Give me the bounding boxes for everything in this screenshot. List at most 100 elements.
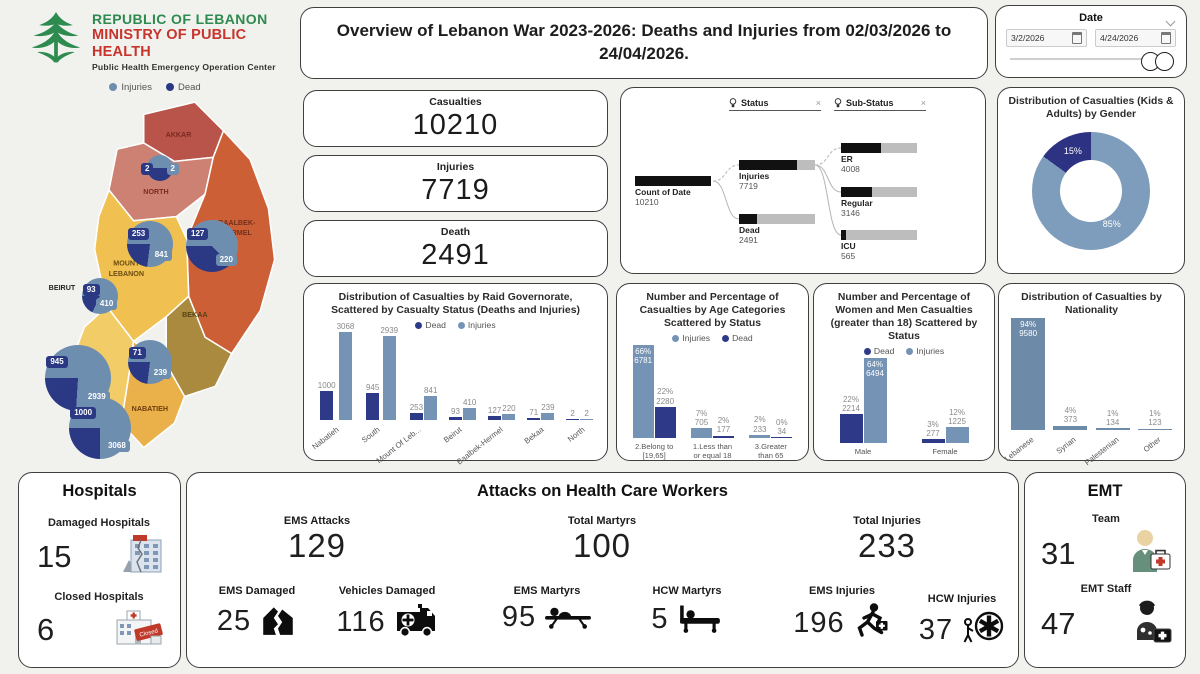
bar-Dead-3[interactable] <box>448 417 462 420</box>
bar-Dead-2[interactable] <box>771 437 793 438</box>
x-axis-label: 3.Greater than 65 <box>754 442 787 461</box>
total-injuries-label: Total Injuries <box>853 515 921 527</box>
map-pie-bekaa[interactable]: 71 239 <box>128 340 172 384</box>
map-pie-baalbek-hermel[interactable]: 127 220 <box>186 220 238 272</box>
injuries-value-chip: 841 <box>150 249 173 262</box>
x-axis-label: Other <box>1141 435 1163 455</box>
map-pie-nabatieh[interactable]: 1000 3068 <box>69 397 131 459</box>
chart-title: Number and Percentage of Women and Men C… <box>830 292 978 342</box>
date-range-slider[interactable] <box>1010 58 1142 60</box>
bar-Casualties-1[interactable] <box>1053 425 1088 430</box>
bar-Injuries-0[interactable]: 64% 6494 <box>863 358 887 443</box>
bar-Injuries-1[interactable] <box>382 335 396 420</box>
kpi-death: Death 2491 <box>303 220 608 277</box>
legend-item: Injuries <box>672 333 710 343</box>
ministry-logo: REPUBLIC OF LEBANON MINISTRY OF PUBLIC H… <box>28 6 293 78</box>
date-start-input[interactable]: 3/2/2026 <box>1006 29 1087 47</box>
x-axis-label: South <box>359 425 382 445</box>
gender-donut[interactable] <box>1032 132 1150 250</box>
nationality-chart: 94% 9580 4% 373 1% 134 1% 123 Lebanese Syrian… <box>999 318 1184 468</box>
lightbulb-icon <box>834 98 842 108</box>
bar-Dead-6[interactable] <box>566 419 580 420</box>
age-categories-chart: 66% 6781 22% 2280 7% 705 2% 177 2% 233 0% 34 2… <box>617 345 808 460</box>
bar-Injuries-2[interactable] <box>749 434 771 438</box>
bar-Injuries-4[interactable] <box>502 413 516 420</box>
emt-staff-value: 47 <box>1041 605 1076 641</box>
bar-Dead-1[interactable] <box>366 392 380 420</box>
vehicles-damaged-value: 116 <box>336 606 386 638</box>
bar-Injuries-5[interactable] <box>541 413 555 420</box>
x-axis-label: Female <box>932 447 958 456</box>
bar-label: 2 <box>570 408 575 418</box>
map-svg: AKKAR NORTH BAALBEK- HERMEL MOUNT LEBANON BEKA… <box>49 101 276 451</box>
dead-dot-icon <box>165 83 174 91</box>
kpi-value: 2491 <box>421 238 490 271</box>
bar-label: 2 <box>584 408 589 418</box>
women-men-chart-card: Number and Percentage of Women and Men C… <box>813 283 995 461</box>
hcw-injuries-value: 37 <box>918 614 954 646</box>
lebanon-map: AKKAR NORTH BAALBEK- HERMEL MOUNT LEBANON BEKA… <box>22 96 290 464</box>
calendar-icon[interactable] <box>1161 32 1171 44</box>
tree-node-root[interactable]: Count of Date 10210 <box>635 176 711 208</box>
kpi-label: Injuries <box>436 160 475 173</box>
bar-Injuries-6[interactable] <box>580 419 594 420</box>
map-pie-south[interactable]: 945 2939 <box>45 345 111 411</box>
bar-label: 71 <box>529 407 539 417</box>
gender-donut-card: Distribution of Casualties (Kids & Adult… <box>997 87 1185 274</box>
bar-Casualties-0[interactable]: 94% 9580 <box>1011 318 1046 430</box>
bar-Injuries-3[interactable] <box>463 408 477 420</box>
bar-Dead-4[interactable] <box>488 416 502 420</box>
tree-node-er[interactable]: ER 4008 <box>841 143 917 175</box>
hospitals-card: Hospitals Damaged Hospitals 15 <box>18 472 181 668</box>
bar-label: 127 <box>487 406 502 416</box>
dead-value-chip: 1000 <box>70 406 97 419</box>
bar-label: 7% 705 <box>694 408 709 428</box>
chart-title: Distribution of Casualties by Raid Gover… <box>331 292 580 316</box>
bar-Dead-1[interactable] <box>712 435 734 438</box>
tree-node-icu[interactable]: ICU 565 <box>841 230 917 262</box>
chart-legend: Dead Injuries <box>304 318 607 332</box>
emt-team-icon <box>1125 527 1175 580</box>
bar-Injuries-0[interactable] <box>338 332 352 420</box>
map-pie-mount-lebanon[interactable]: 253 841 <box>127 221 173 267</box>
hospital-bed-icon <box>677 601 723 638</box>
tree-node-regular[interactable]: Regular 3146 <box>841 187 917 219</box>
chart-title: Distribution of Casualties (Kids & Adult… <box>1008 96 1174 120</box>
close-icon[interactable]: × <box>815 98 821 108</box>
bar-Casualties-3[interactable] <box>1137 428 1172 430</box>
bar-Dead-1[interactable] <box>921 439 945 443</box>
slider-handle-end[interactable] <box>1155 52 1174 71</box>
bar-label: 4% 373 <box>1063 406 1078 425</box>
bar-label: 2% 233 <box>753 415 767 434</box>
dead-value-chip: 93 <box>82 283 100 296</box>
injuries-value-chip: 410 <box>95 297 118 310</box>
bar-Dead-5[interactable] <box>527 417 541 420</box>
map-region-bekaa[interactable] <box>165 295 233 398</box>
bar-Injuries-1[interactable] <box>690 428 712 438</box>
tree-node-injuries[interactable]: Injuries 7719 <box>739 160 815 192</box>
bar-Casualties-2[interactable] <box>1095 428 1130 430</box>
bar-Injuries-0[interactable]: 66% 6781 <box>632 345 654 438</box>
close-icon[interactable]: × <box>920 98 926 108</box>
date-end-input[interactable]: 4/24/2026 <box>1095 29 1176 47</box>
closed-hospitals-value: 6 <box>37 611 55 647</box>
emt-staff-label: EMT Staff <box>1080 583 1132 595</box>
bar-Dead-0[interactable] <box>839 414 863 443</box>
bar-label: 22% 2214 <box>842 394 860 413</box>
bar-Dead-2[interactable] <box>409 412 423 420</box>
bar-Dead-0[interactable] <box>320 391 334 420</box>
map-pie-beirut[interactable]: 93 410 <box>82 278 118 314</box>
map-label: LEBANON <box>109 270 144 278</box>
bar-Injuries-2[interactable] <box>424 395 438 420</box>
donut-label-15: 15% <box>1063 146 1082 157</box>
calendar-icon[interactable] <box>1072 32 1082 44</box>
women-men-chart: 22% 2214 64% 6494 3% 277 12% 1225 Male Female <box>814 358 994 456</box>
total-injuries-value: 233 <box>857 527 917 564</box>
bar-Injuries-1[interactable] <box>945 426 969 443</box>
damaged-hospitals-value: 15 <box>37 538 72 574</box>
tree-node-dead[interactable]: Dead 2491 <box>739 214 815 246</box>
map-label: MOUNT <box>113 260 140 268</box>
bar-Dead-0[interactable] <box>654 406 676 438</box>
bar-label: 410 <box>462 398 477 408</box>
